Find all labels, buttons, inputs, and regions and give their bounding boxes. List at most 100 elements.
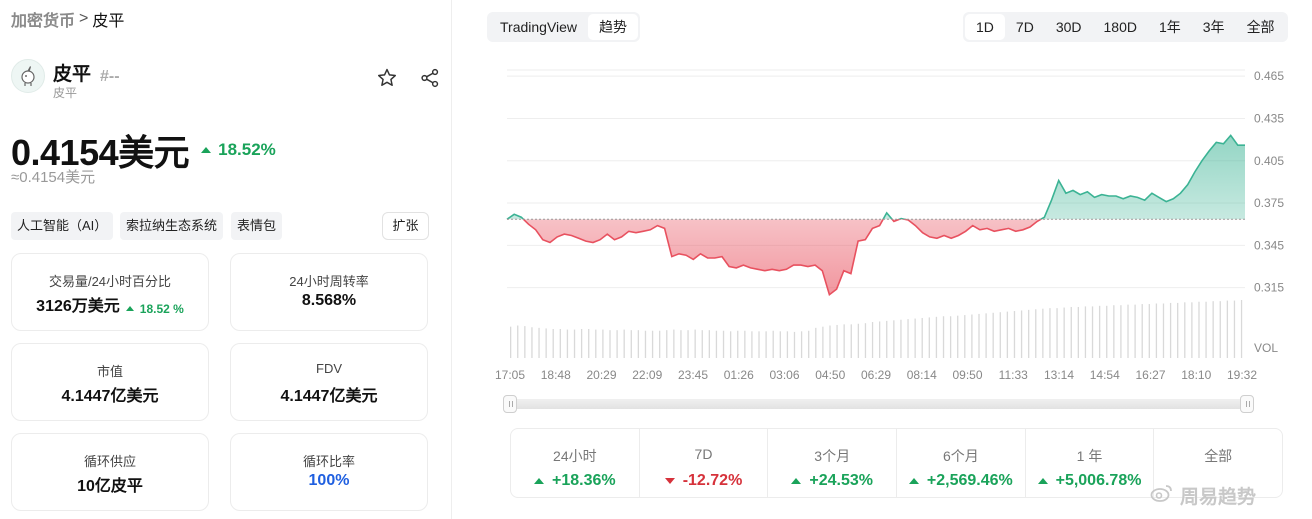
scroller-track[interactable] bbox=[511, 399, 1246, 409]
tag-ai[interactable]: 人工智能（AI） bbox=[11, 212, 114, 240]
range-180d[interactable]: 180D bbox=[1103, 19, 1137, 35]
volume-bar bbox=[609, 330, 611, 358]
perf-value: +24.53% bbox=[768, 472, 896, 490]
volume-bar bbox=[1233, 300, 1236, 358]
volume-bar bbox=[1049, 308, 1051, 358]
volume-bar bbox=[879, 321, 881, 358]
range-1d[interactable]: 1D bbox=[965, 14, 1005, 40]
volume-bar bbox=[1191, 302, 1193, 358]
chart-range-scroller[interactable] bbox=[503, 395, 1254, 413]
stat-value: 4.1447亿美元 bbox=[61, 388, 159, 405]
volume-bar bbox=[808, 330, 810, 358]
price-area-up bbox=[507, 135, 1245, 220]
stat-card-turnover: 24小时周转率 8.568% bbox=[230, 253, 428, 331]
range-30d[interactable]: 30D bbox=[1055, 19, 1082, 35]
volume-bar bbox=[751, 331, 753, 358]
volume-bar bbox=[964, 315, 966, 358]
volume-bar bbox=[900, 319, 902, 358]
volume-bar bbox=[616, 330, 618, 358]
coin-rank: #-- bbox=[100, 68, 120, 85]
x-tick-label: 18:48 bbox=[541, 368, 571, 382]
expand-button[interactable]: 扩张 bbox=[382, 212, 429, 240]
volume-bar bbox=[985, 313, 987, 358]
x-tick-label: 14:54 bbox=[1090, 368, 1120, 382]
volume-bar bbox=[1113, 305, 1115, 358]
volume-bar bbox=[595, 329, 597, 358]
volume-bar bbox=[793, 331, 796, 358]
scroller-left-handle[interactable] bbox=[503, 395, 517, 413]
y-tick-label: 0.375 bbox=[1254, 196, 1284, 210]
x-tick-label: 18:10 bbox=[1181, 368, 1211, 382]
volume-bar bbox=[935, 316, 938, 358]
volume-bar bbox=[1155, 303, 1158, 358]
triangle-down-icon bbox=[664, 478, 675, 484]
tab-trend[interactable]: 趋势 bbox=[588, 14, 639, 40]
perf-label: 全部 bbox=[1204, 448, 1233, 464]
volume-bar bbox=[779, 331, 781, 358]
x-tick-label: 01:26 bbox=[724, 368, 754, 382]
volume-bar bbox=[921, 317, 923, 358]
tag-solana-ecosystem[interactable]: 索拉纳生态系统 bbox=[120, 212, 224, 240]
range-3y[interactable]: 3年 bbox=[1202, 19, 1225, 35]
volume-bar bbox=[992, 312, 994, 358]
coin-symbol: 皮平 bbox=[53, 86, 78, 100]
perf-all: 全部 bbox=[1154, 429, 1282, 497]
volume-bar bbox=[545, 328, 547, 358]
stat-card-fdv: FDV 4.1447亿美元 bbox=[230, 343, 428, 421]
range-7d[interactable]: 7D bbox=[1015, 19, 1034, 35]
perf-1y: 1 年 +5,006.78% bbox=[1026, 429, 1155, 497]
perf-24h: 24小时 +18.36% bbox=[511, 429, 640, 497]
volume-bar bbox=[978, 313, 980, 358]
volume-bar bbox=[566, 329, 569, 358]
scroller-right-handle[interactable] bbox=[1240, 395, 1254, 413]
volume-bar bbox=[772, 330, 774, 358]
volume-bar bbox=[673, 329, 675, 358]
range-1y[interactable]: 1年 bbox=[1158, 19, 1181, 35]
volume-bar bbox=[722, 330, 725, 358]
breadcrumb: 加密货币 > 皮平 bbox=[11, 7, 124, 31]
volume-bar bbox=[957, 315, 959, 358]
triangle-up-icon bbox=[791, 478, 802, 484]
tag-meme[interactable]: 表情包 bbox=[231, 212, 283, 240]
range-all[interactable]: 全部 bbox=[1246, 19, 1275, 35]
tab-tradingview[interactable]: TradingView bbox=[500, 19, 578, 35]
breadcrumb-parent-link[interactable]: 加密货币 bbox=[11, 13, 76, 30]
volume-bar bbox=[765, 331, 767, 358]
y-tick-label: 0.315 bbox=[1254, 281, 1284, 295]
perf-6m: 6个月 +2,569.46% bbox=[897, 429, 1026, 497]
volume-bar bbox=[637, 330, 640, 358]
x-tick-label: 16:27 bbox=[1135, 368, 1165, 382]
tag-list: 人工智能（AI） 索拉纳生态系统 表情包 扩张 bbox=[11, 212, 429, 240]
volume-bar bbox=[815, 327, 817, 358]
stat-label: 循环比率 bbox=[302, 454, 355, 469]
perf-value: +2,569.46% bbox=[897, 472, 1025, 490]
price-chart[interactable]: 0.465 0.435 0.405 0.375 0.345 0.315 VOL 17:05 18… bbox=[455, 55, 1312, 385]
stat-card-circulating-ratio: 循环比率 100% bbox=[230, 433, 428, 511]
perf-label: 3个月 bbox=[814, 448, 851, 464]
x-tick-label: 17:05 bbox=[495, 368, 525, 382]
volume-bar bbox=[1042, 308, 1044, 358]
stat-label: 市值 bbox=[96, 364, 123, 379]
perf-value: +18.36% bbox=[511, 472, 639, 490]
volume-bar bbox=[687, 330, 689, 358]
triangle-up-icon bbox=[201, 147, 212, 153]
volume-bar bbox=[1020, 310, 1023, 358]
volume-bar bbox=[538, 327, 540, 358]
volume-bar bbox=[701, 330, 703, 358]
price-row: 0.4154美元 18.52% bbox=[11, 124, 276, 176]
volume-bar bbox=[999, 312, 1001, 358]
perf-7d: 7D -12.72% bbox=[640, 429, 769, 497]
star-icon[interactable] bbox=[375, 66, 399, 90]
volume-bar bbox=[1006, 311, 1009, 358]
volume-bar bbox=[602, 329, 604, 358]
volume-bar bbox=[552, 329, 554, 358]
chart-type-tabs: TradingView 趋势 bbox=[487, 12, 641, 42]
price-line-down bbox=[506, 219, 1043, 297]
volume-bar bbox=[800, 331, 803, 358]
volume-bar bbox=[644, 330, 647, 358]
price-approx: ≈0.4154美元 bbox=[11, 169, 96, 186]
perf-value-text: +18.36% bbox=[552, 472, 616, 489]
share-icon[interactable] bbox=[418, 66, 442, 90]
x-tick-label: 19:32 bbox=[1227, 368, 1257, 382]
volume-bar bbox=[531, 327, 533, 358]
